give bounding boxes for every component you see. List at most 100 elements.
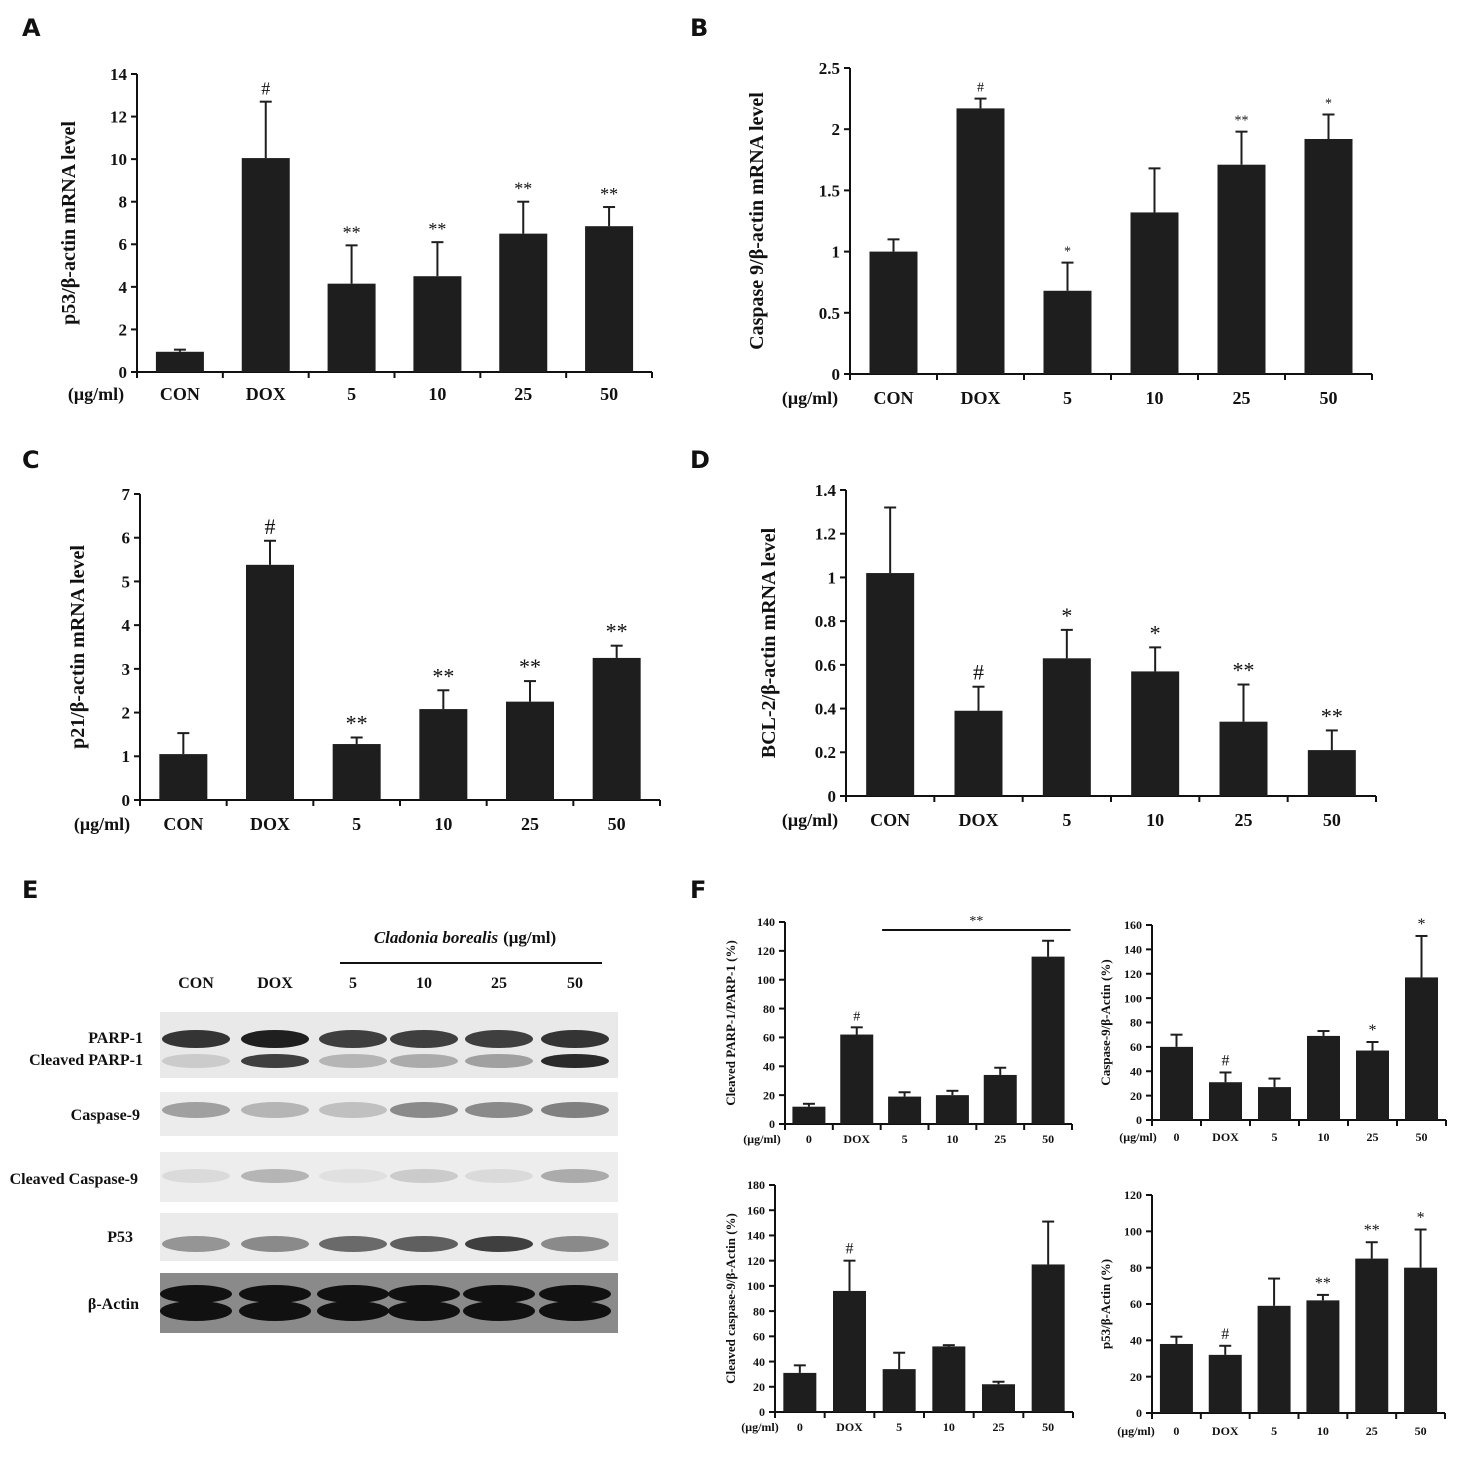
blot-band <box>541 1102 609 1118</box>
blot-band <box>390 1054 458 1068</box>
x-tick-label: 50 <box>1415 1424 1427 1438</box>
x-tick-label: 10 <box>1317 1424 1329 1438</box>
panel-label-f: F <box>690 876 706 904</box>
y-tick-label: 160 <box>1124 918 1142 932</box>
x-tick-label: 25 <box>521 814 539 834</box>
x-tick-label: 0 <box>797 1420 803 1434</box>
x-tick-label: 0 <box>806 1132 812 1146</box>
bar <box>1208 1354 1242 1413</box>
bar <box>592 657 641 800</box>
panel-label-e: E <box>22 876 38 904</box>
blot-lane-label: 25 <box>491 975 507 992</box>
x-tick-label: 5 <box>896 1420 902 1434</box>
y-tick-label: 1.4 <box>815 481 837 500</box>
y-tick-label: 0 <box>122 791 131 810</box>
x-tick-label: 50 <box>1042 1132 1054 1146</box>
bar <box>1257 1305 1291 1413</box>
panel-label-d: D <box>690 446 710 474</box>
bar <box>882 1369 916 1412</box>
significance-marker: * <box>1325 97 1332 112</box>
x-tick-label: 5 <box>1062 810 1071 830</box>
y-tick-label: 100 <box>747 1279 765 1293</box>
bar <box>241 158 290 372</box>
y-axis-label: p21/β-actin mRNA level <box>67 545 89 749</box>
significance-marker: * <box>1417 1210 1425 1227</box>
bar <box>1160 1046 1193 1120</box>
y-tick-label: 0.4 <box>815 700 837 719</box>
blot-band <box>465 1236 533 1252</box>
blot-band <box>239 1301 311 1321</box>
blot-band <box>241 1102 309 1118</box>
bar <box>935 1095 969 1124</box>
bar <box>159 754 208 800</box>
blot-treatment-unit: (μg/ml) <box>503 928 556 947</box>
significance-marker: ** <box>346 710 368 735</box>
y-tick-label: 80 <box>753 1304 765 1318</box>
y-tick-label: 40 <box>1130 1334 1142 1348</box>
significance-marker: # <box>853 1009 860 1024</box>
blot-band <box>390 1102 458 1118</box>
x-tick-label: CON <box>163 814 203 834</box>
x-tick-label: 25 <box>1367 1130 1379 1144</box>
blot-band <box>388 1301 460 1321</box>
x-tick-label: 25 <box>1233 388 1251 408</box>
x-tick-label: DOX <box>961 388 1001 408</box>
x-tick-label: 10 <box>434 814 452 834</box>
blot-band <box>541 1054 609 1068</box>
blot-band <box>241 1030 309 1048</box>
y-tick-label: 120 <box>747 1254 765 1268</box>
y-tick-label: 20 <box>763 1088 775 1102</box>
significance-marker: # <box>977 81 984 96</box>
y-tick-label: 1 <box>122 747 131 766</box>
panel-label-b: B <box>690 14 708 42</box>
x-tick-label: 50 <box>1320 388 1338 408</box>
x-tick-label: 5 <box>1272 1130 1278 1144</box>
x-unit-label: (μg/ml) <box>68 384 124 405</box>
y-axis-label: p53/β-actin mRNA level <box>58 121 80 325</box>
bar <box>332 744 381 800</box>
blot-band <box>162 1030 230 1048</box>
blot-row-label: Cleaved Caspase-9 <box>10 1171 138 1188</box>
y-tick-label: 140 <box>1124 943 1142 957</box>
bar <box>1043 290 1092 374</box>
y-tick-label: 60 <box>1130 1040 1142 1054</box>
x-tick-label: 10 <box>946 1132 958 1146</box>
bar <box>833 1290 866 1412</box>
blot-band <box>390 1030 458 1048</box>
bar <box>1209 1082 1242 1120</box>
significance-marker: # <box>1222 1052 1230 1069</box>
panel-label-a: A <box>22 14 41 42</box>
y-tick-label: 0 <box>769 1117 775 1131</box>
x-tick-label: 50 <box>608 814 626 834</box>
blot-band <box>463 1285 535 1303</box>
y-tick-label: 160 <box>747 1203 765 1217</box>
significance-marker: ** <box>606 619 628 644</box>
blot-band <box>160 1285 232 1303</box>
blot-lane-label: DOX <box>257 975 293 992</box>
x-tick-label: DOX <box>843 1132 870 1146</box>
y-tick-label: 20 <box>753 1380 765 1394</box>
y-tick-label: 40 <box>763 1059 775 1073</box>
x-unit-label: (μg/ml) <box>1117 1424 1154 1438</box>
y-tick-label: 60 <box>763 1031 775 1045</box>
y-tick-label: 40 <box>1130 1064 1142 1078</box>
bar <box>792 1106 826 1124</box>
y-tick-label: 100 <box>1124 1225 1142 1239</box>
y-tick-label: 0.5 <box>819 304 840 323</box>
panel-label-c: C <box>22 446 40 474</box>
blot-band <box>465 1030 533 1048</box>
blot-row-label: PARP-1 <box>88 1030 143 1047</box>
bar <box>155 351 204 372</box>
blot-membrane <box>160 1092 618 1136</box>
significance-marker: * <box>1150 620 1161 645</box>
bar <box>413 276 462 372</box>
x-tick-label: CON <box>874 388 914 408</box>
x-tick-label: 10 <box>428 384 446 404</box>
x-tick-label: DOX <box>250 814 290 834</box>
bar <box>888 1096 922 1124</box>
y-tick-label: 180 <box>747 1178 765 1192</box>
significance-marker: ** <box>428 219 446 239</box>
y-tick-label: 80 <box>1130 1016 1142 1030</box>
